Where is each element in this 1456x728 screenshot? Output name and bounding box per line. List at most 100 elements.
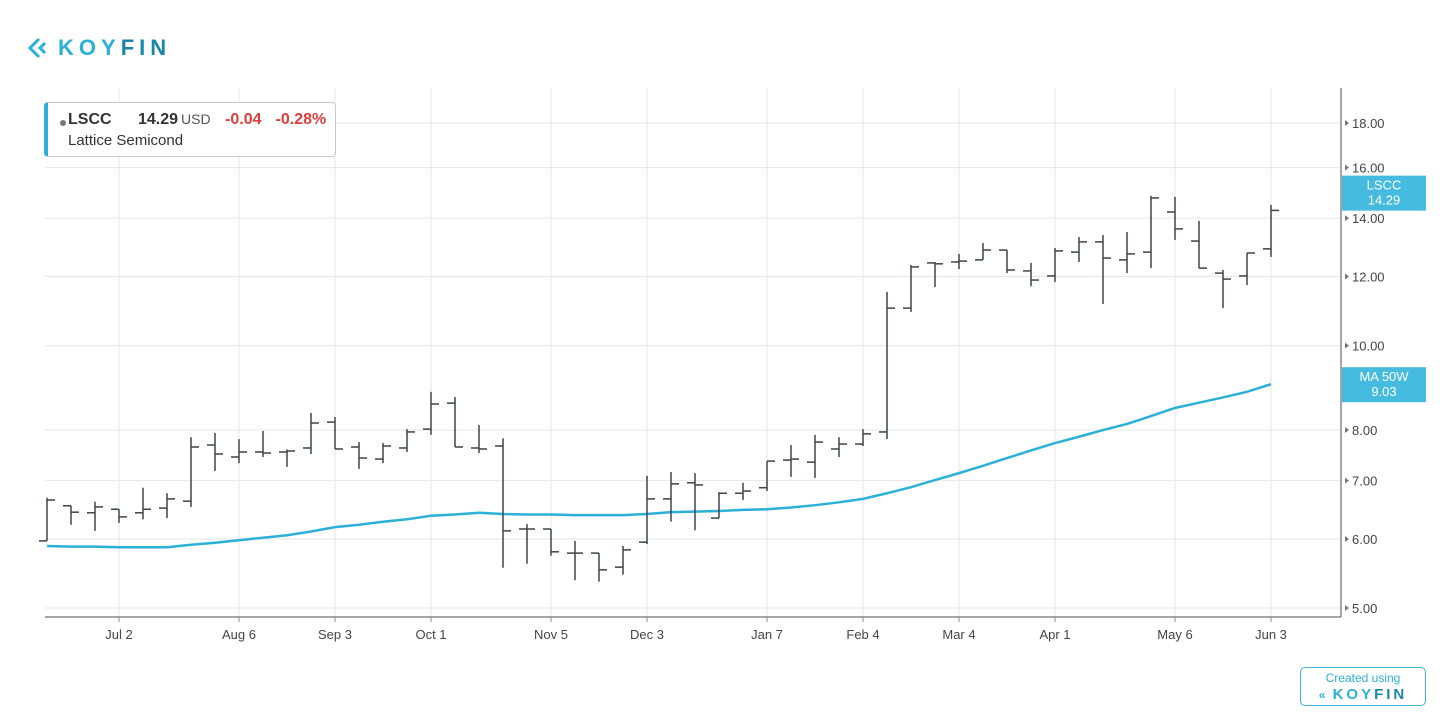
ohlc-bar [399,429,415,452]
ohlc-bar [687,473,703,531]
ohlc-bar [207,432,223,471]
ohlc-bar [903,265,919,312]
legend-currency: USD [181,111,211,127]
x-tick-label: Nov 5 [534,627,568,642]
ohlc-bar [303,412,319,454]
lscc-price-badge-value: 14.29 [1368,193,1401,208]
ohlc-bar [375,443,391,464]
ohlc-bar [879,292,895,440]
ohlc-bar [975,243,991,261]
ohlc-bar [927,262,943,288]
x-tick-label: Mar 4 [942,627,975,642]
x-tick-label: Aug 6 [222,627,256,642]
ohlc-bar [951,253,967,270]
ohlc-bar [279,449,295,467]
ohlc-bar [1023,262,1039,287]
ohlc-bar [183,437,199,507]
ohlc-bar [39,497,55,542]
y-tick-label: 16.00 [1352,161,1385,176]
ma-50w-badge-value: 9.03 [1371,384,1396,399]
ohlc-bar [1191,220,1207,269]
ohlc-bar [87,501,103,531]
ohlc-bar [807,434,823,478]
y-tick-label: 18.00 [1352,116,1385,131]
ohlc-bar [1119,231,1135,274]
y-tick-label: 5.00 [1352,601,1377,616]
ohlc-bar [663,472,679,522]
y-tick-marker-icon [1345,120,1349,127]
ohlc-bar [447,396,463,448]
ohlc-bar [1047,247,1063,282]
y-tick-marker-icon [1345,605,1349,611]
x-tick-label: Oct 1 [415,627,446,642]
series-dot-icon [60,120,66,126]
ohlc-bar [543,528,559,556]
x-tick-label: Jul 2 [105,627,132,642]
ma-50w-badge-label: MA 50W [1359,369,1409,384]
ohlc-bar [159,493,175,519]
ohlc-bar [423,391,439,435]
y-tick-label: 12.00 [1352,270,1385,285]
y-tick-marker-icon [1345,273,1349,280]
x-tick-label: Feb 4 [846,627,879,642]
x-tick-label: May 6 [1157,627,1192,642]
legend-change: -0.04 [225,111,262,128]
x-tick-label: Jun 3 [1255,627,1287,642]
lscc-price-badge-bg [1342,175,1426,211]
x-tick-label: Sep 3 [318,627,352,642]
legend-ticker: LSCC [68,111,112,128]
ohlc-bar [615,545,631,575]
ohlc-bar [351,442,367,469]
ma-50w-badge-bg [1342,367,1426,403]
y-tick-label: 6.00 [1352,532,1377,547]
legend-change-pct: -0.28% [275,111,327,128]
legend-company-name: Lattice Semicond [68,132,184,149]
ohlc-bar [1263,204,1279,257]
ma-50w-line [46,383,1272,549]
ohlc-bar [1215,269,1231,309]
ohlc-bar [783,445,799,477]
credit-logo: « KOYFIN [1318,686,1408,703]
koyfin-logo[interactable]: KOYFIN [28,35,171,61]
ohlc-bar [591,552,607,582]
y-tick-marker-icon [1345,342,1349,349]
y-tick-marker-icon [1345,164,1349,171]
ohlc-bar [327,417,343,450]
ohlc-bar [1095,235,1111,305]
ohlc-bar [1071,237,1087,263]
ohlc-bar [567,540,583,581]
ohlc-bar [135,487,151,520]
legend-box: LSCC 14.29 USD -0.04 -0.28% Lattice Semi… [44,102,336,157]
ohlc-bar [735,482,751,501]
ohlc-bar [471,424,487,453]
created-using-koyfin-badge[interactable]: Created using « KOYFIN [1300,667,1426,706]
koyfin-chevron-icon [28,37,47,59]
legend-price: 14.29 [138,111,179,128]
ohlc-bar [63,505,79,525]
lscc-price-badge-label: LSCC [1367,178,1402,193]
y-tick-label: 14.00 [1352,211,1385,226]
y-tick-label: 7.00 [1352,474,1377,489]
logo-text: KOYFIN [58,35,172,60]
ohlc-bar [855,429,871,447]
ohlc-bar [231,439,247,464]
ohlc-bar [759,460,775,492]
ohlc-bar [111,508,127,523]
ohlc-bar [255,431,271,458]
ohlc-bar [999,249,1015,274]
x-tick-label: Apr 1 [1039,627,1070,642]
ohlc-bar [1167,196,1183,240]
koyfin-chevron-icon: « [1318,688,1326,702]
x-tick-label: Jan 7 [751,627,783,642]
ohlc-bar [711,492,727,519]
ohlc-bar [831,437,847,458]
y-tick-label: 8.00 [1352,423,1377,438]
ohlc-bar [1239,252,1255,286]
y-tick-marker-icon [1345,215,1349,222]
ohlc-bar [639,475,655,545]
ohlc-bar [495,438,511,568]
ohlc-bar [1143,195,1159,269]
